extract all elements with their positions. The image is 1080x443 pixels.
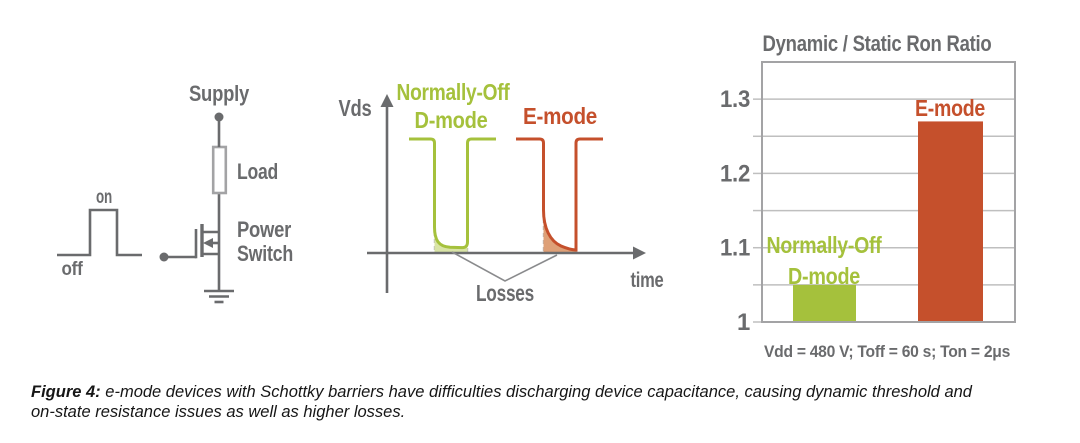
vds-time-chart: Vds Normally-Off D-mode E-mode time Loss… [339,79,664,306]
load-resistor [211,145,228,195]
ground-icon [204,289,234,304]
y-axis-arrow-icon [380,94,394,107]
circuit-diagram: on off Supply Load Power [57,81,293,304]
figure-caption-line2: on-state resistance issues as well as hi… [31,403,406,422]
mosfet-body-arrow-icon [203,238,219,248]
vds-axis-label: Vds [339,95,372,121]
power-switch-label-line1: Power [237,217,292,242]
bar-1-label: E-mode [915,95,985,121]
dmode-series-label-line2: D-mode [415,107,488,133]
y-tick-label: 1.2 [720,160,750,187]
supply-node-dot [214,112,224,122]
bar-y-labels: 1 1.1 1.2 1.3 [720,86,750,336]
load-label: Load [237,159,278,184]
dmode-waveform [409,137,496,250]
figure-caption: Figure 4: e-mode devices with Schottky b… [31,382,1071,423]
bar-0-label-line1: Normally-Off [767,232,883,258]
x-axis-arrow-icon [633,246,646,260]
figure-caption-line1: e-mode devices with Schottky barriers ha… [100,383,972,401]
bar-0 [793,284,856,322]
power-switch-label-line2: Switch [237,241,293,266]
y-tick-label: 1.1 [720,235,750,262]
losses-leader-lines [451,251,558,282]
time-axis-label: time [631,269,664,292]
bar-1 [918,121,983,322]
emode-loss-area [543,210,576,253]
y-tick-label: 1.3 [720,86,750,113]
losses-annotation-label: Losses [476,280,534,306]
pulse-off-label: off [62,259,84,280]
gate-pulse-waveform [57,208,142,257]
emode-waveform [516,137,603,252]
bar-chart-footnote: Vdd = 480 V; Toff = 60 s; Ton = 2μs [764,342,1010,361]
figure-artwork: on off Supply Load Power [57,31,1016,361]
plot-frame [761,61,1016,323]
ron-ratio-bar-chart: Dynamic / Static Ron Ratio 1 1.1 1.2 1.3 No… [720,31,1016,361]
bar-chart-title: Dynamic / Static Ron Ratio [763,31,992,56]
figure-caption-label: Figure 4: [31,383,101,401]
supply-label: Supply [189,81,250,106]
bar-0-label-line2: D-mode [788,263,860,289]
dmode-series-label-line1: Normally-Off [397,79,511,105]
y-tick-label: 1 [737,309,750,336]
emode-series-label: E-mode [523,103,597,129]
pulse-on-label: on [96,187,112,208]
